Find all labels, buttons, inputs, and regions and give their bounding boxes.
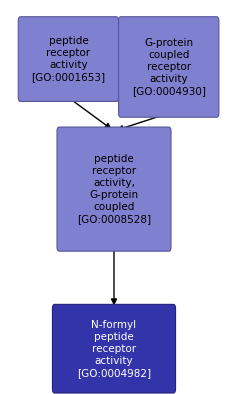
Text: peptide
receptor
activity
[GO:0001653]: peptide receptor activity [GO:0001653] <box>31 36 105 82</box>
Text: G-protein
coupled
receptor
activity
[GO:0004930]: G-protein coupled receptor activity [GO:… <box>131 38 205 96</box>
FancyBboxPatch shape <box>18 17 118 102</box>
FancyBboxPatch shape <box>52 305 175 393</box>
Text: peptide
receptor
activity,
G-protein
coupled
[GO:0008528]: peptide receptor activity, G-protein cou… <box>76 154 151 224</box>
FancyBboxPatch shape <box>118 17 218 117</box>
FancyBboxPatch shape <box>57 127 170 251</box>
Text: N-formyl
peptide
receptor
activity
[GO:0004982]: N-formyl peptide receptor activity [GO:0… <box>76 320 151 378</box>
